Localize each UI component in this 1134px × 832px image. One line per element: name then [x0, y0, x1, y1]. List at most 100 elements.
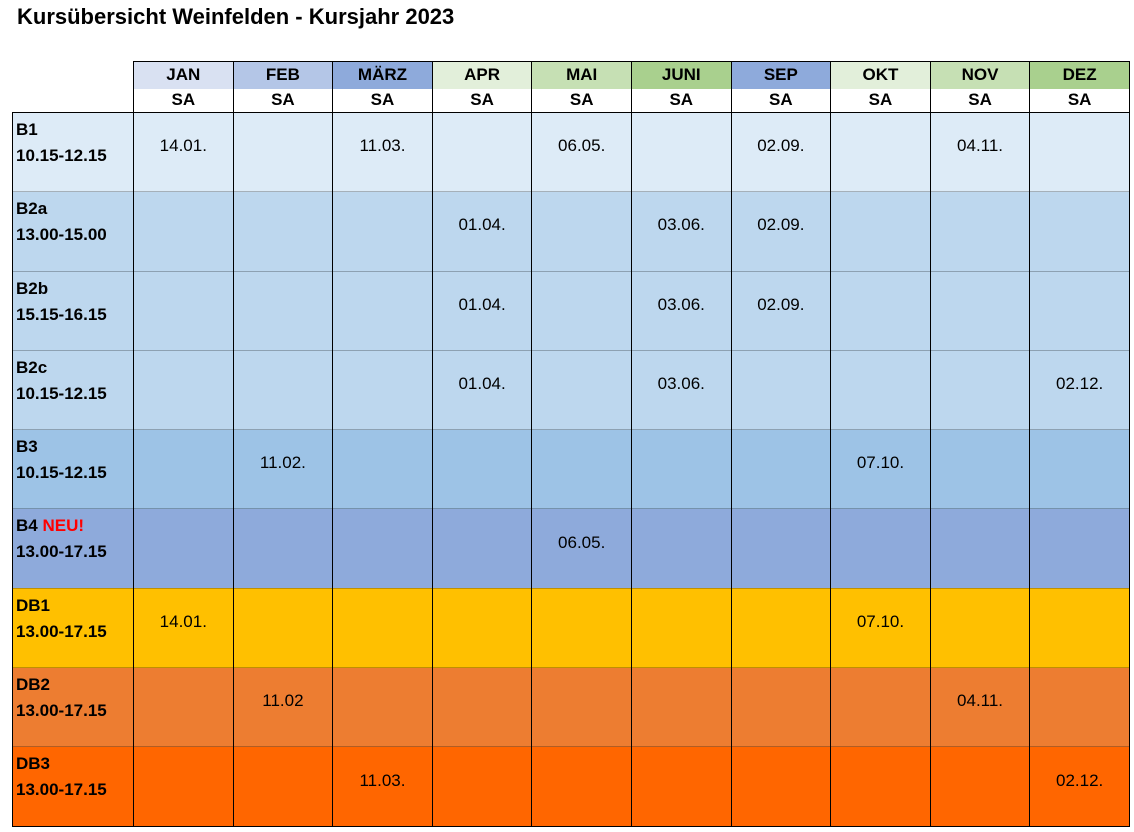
month-header-apr: APR	[431, 61, 533, 89]
course-label: DB2 13.00-17.15	[12, 667, 134, 748]
date-cell	[133, 746, 234, 827]
month-header-feb: FEB	[232, 61, 334, 89]
course-date: 11.03.	[359, 770, 406, 790]
date-cell	[830, 191, 931, 272]
date-cell	[830, 350, 931, 431]
date-cell: 01.04.	[431, 271, 533, 351]
date-cell	[830, 746, 931, 827]
course-name: B1	[16, 120, 38, 139]
course-name: B2a	[16, 199, 48, 219]
course-date: 06.05.	[558, 532, 606, 552]
date-cell	[431, 667, 533, 748]
month-header-okt: OKT	[830, 61, 931, 89]
course-date: 02.09.	[757, 294, 805, 314]
date-cell	[431, 588, 533, 669]
date-cell: 06.05.	[531, 111, 632, 193]
date-cell: 11.02	[232, 667, 334, 748]
date-cell	[133, 429, 234, 510]
date-cell	[1029, 191, 1130, 272]
date-cell	[431, 508, 533, 589]
date-cell: 04.11.	[929, 667, 1031, 748]
date-cell	[431, 746, 533, 827]
date-cell	[531, 271, 632, 351]
weekday-header-row: SA SA SA SA SA SA SA SA SA SA	[12, 88, 1130, 113]
date-cell	[929, 508, 1031, 589]
date-cell	[431, 429, 533, 510]
course-row-db1: DB1 13.00-17.15 14.01. 07.10.	[12, 588, 1130, 669]
date-cell	[133, 350, 234, 431]
date-cell	[531, 746, 632, 827]
header-corner	[12, 61, 134, 89]
month-header-märz: MÄRZ	[332, 61, 433, 89]
page-title: Kursübersicht Weinfelden - Kursjahr 2023	[17, 4, 455, 29]
date-cell	[232, 588, 334, 669]
course-date: 03.06.	[657, 374, 705, 394]
date-cell: 01.04.	[431, 191, 533, 272]
weekday-header: SA	[630, 88, 732, 113]
weekday-header: SA	[1029, 88, 1130, 113]
course-time: 10.15-12.15	[16, 146, 107, 165]
course-table: JAN FEB MÄRZ APR MAI JUNI SEP OKT NOV DEZ SA SA SA S…	[12, 61, 1130, 827]
course-date: 11.02	[262, 691, 304, 711]
date-cell	[830, 667, 931, 748]
course-date: 03.06.	[657, 294, 705, 314]
weekday-header: SA	[531, 88, 632, 113]
header-corner-lower	[12, 88, 134, 113]
course-date: 14.01.	[159, 611, 207, 631]
course-date: 01.04.	[458, 294, 506, 314]
date-cell: 06.05.	[531, 508, 632, 589]
date-cell	[531, 588, 632, 669]
date-cell	[531, 191, 632, 272]
weekday-header: SA	[830, 88, 931, 113]
course-time: 13.00-17.15	[16, 621, 107, 641]
date-cell: 11.03.	[332, 746, 433, 827]
date-cell	[929, 350, 1031, 431]
course-name: DB3	[16, 754, 51, 774]
course-date: 07.10.	[856, 453, 905, 473]
date-cell	[232, 191, 334, 272]
weekday-header: SA	[232, 88, 334, 113]
course-time: 13.00-17.15	[16, 780, 107, 800]
course-time: 13.00-17.15	[16, 701, 107, 721]
date-cell: 03.06.	[630, 191, 732, 272]
course-name: B3	[16, 437, 38, 457]
date-cell	[1029, 271, 1130, 351]
course-row-b2c: B2c 10.15-12.15 01.04. 03.06. 02.12.	[12, 350, 1130, 431]
course-label: B1 10.15-12.15	[12, 111, 134, 193]
date-cell	[929, 588, 1031, 669]
date-cell	[929, 271, 1031, 351]
date-cell: 07.10.	[830, 588, 931, 669]
course-row-b1: B1 10.15-12.15 14.01. 11.03. 06.05. 02.09. 04.…	[12, 111, 1130, 193]
weekday-header: SA	[332, 88, 433, 113]
date-cell	[1029, 667, 1130, 748]
date-cell	[630, 667, 732, 748]
course-time: 15.15-16.15	[16, 304, 107, 324]
course-name: B2c	[16, 357, 48, 377]
date-cell: 14.01.	[133, 111, 234, 193]
date-cell	[730, 508, 832, 589]
course-date: 02.09.	[757, 136, 805, 156]
date-cell: 11.03.	[332, 111, 433, 193]
date-cell	[1029, 111, 1130, 193]
date-cell	[730, 588, 832, 669]
date-cell	[630, 746, 732, 827]
month-header-nov: NOV	[929, 61, 1031, 89]
course-name: DB1	[16, 595, 51, 615]
weekday-header: SA	[730, 88, 832, 113]
date-cell	[730, 746, 832, 827]
date-cell	[830, 508, 931, 589]
course-name: B2b	[16, 278, 49, 298]
month-header-dez: DEZ	[1029, 61, 1130, 89]
course-label: B3 10.15-12.15	[12, 429, 134, 510]
course-date: 02.12.	[1056, 374, 1104, 394]
month-header-sep: SEP	[730, 61, 832, 89]
weekday-header: SA	[929, 88, 1031, 113]
course-label: B2b 15.15-16.15	[12, 271, 134, 351]
date-cell	[531, 350, 632, 431]
date-cell	[1029, 429, 1130, 510]
date-cell	[630, 588, 732, 669]
date-cell: 11.02.	[232, 429, 334, 510]
course-label: B4 NEU! 13.00-17.15	[12, 508, 134, 589]
date-cell	[332, 191, 433, 272]
date-cell: 04.11.	[929, 111, 1031, 193]
